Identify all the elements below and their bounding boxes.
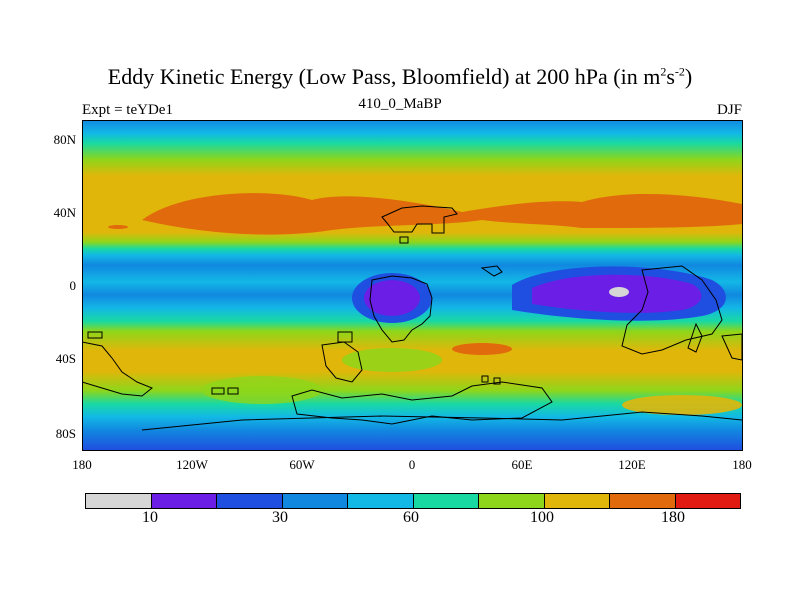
y-tick-label: 80N [53,132,76,147]
colorbar-label: 30 [272,509,288,526]
colorbar-swatch [544,494,610,508]
colorbar-label: 60 [403,509,419,526]
map-plot-area [82,120,742,450]
colorbar-label: 100 [530,509,554,526]
x-tick-label: 120W [176,457,208,472]
x-tick-label: 60E [511,457,533,472]
colorbar-swatch [610,494,676,508]
x-tick-label: 180 [72,457,92,472]
x-tick-label: 60W [289,457,315,472]
y-tick-label: 0 [69,278,77,293]
colorbar-swatch [348,494,414,508]
colorbar-swatch [282,494,348,508]
colorbar-label: 180 [661,509,685,526]
x-tick-label: 180 [732,457,752,472]
experiment-label: Expt = teYDe1 [82,102,173,118]
y-tick-label: 80S [55,426,76,441]
colorbar-swatch [151,494,217,508]
contour-map [82,120,742,450]
colorbar-swatch [217,494,283,508]
colorbar-swatch [675,494,740,508]
colorbar-swatch [479,494,545,508]
y-tick-label: 40S [55,351,76,366]
x-tick-label: 0 [408,457,416,472]
colorbar-swatch [86,494,152,508]
colorbar-swatch [413,494,479,508]
season-label: DJF [716,102,742,118]
chart-title: Eddy Kinetic Energy (Low Pass, Bloomfiel… [107,64,693,89]
colorbar [85,493,741,509]
x-tick-label: 120E [618,457,646,472]
subtitle-label: 410_0_MaBP [358,96,442,112]
colorbar-label: 10 [142,509,158,526]
y-tick-label: 40N [53,205,76,220]
